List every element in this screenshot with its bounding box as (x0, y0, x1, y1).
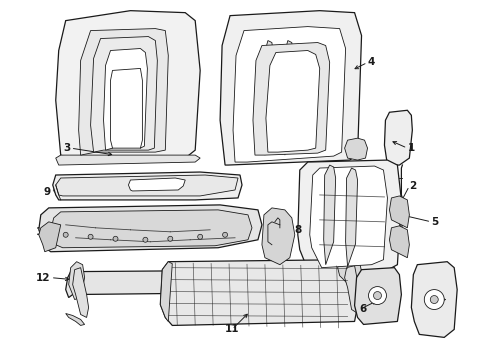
Polygon shape (410, 262, 456, 337)
Polygon shape (323, 165, 335, 265)
Polygon shape (90, 37, 157, 152)
Polygon shape (56, 175, 238, 196)
Polygon shape (233, 27, 345, 162)
Text: 8: 8 (294, 225, 302, 235)
Polygon shape (51, 210, 251, 248)
Circle shape (222, 232, 227, 237)
Polygon shape (160, 262, 172, 321)
Polygon shape (354, 268, 401, 324)
Circle shape (368, 287, 386, 305)
Text: 2: 2 (408, 181, 416, 191)
Polygon shape (282, 41, 293, 155)
Polygon shape (345, 168, 357, 267)
Circle shape (197, 234, 202, 239)
Polygon shape (309, 166, 386, 268)
Text: 11: 11 (224, 324, 239, 334)
Circle shape (142, 237, 147, 242)
Text: 3: 3 (63, 143, 71, 153)
Text: 10: 10 (36, 227, 51, 237)
Text: 6: 6 (359, 305, 366, 315)
Text: 12: 12 (36, 273, 51, 283)
Polygon shape (68, 262, 84, 300)
Polygon shape (73, 268, 88, 318)
Circle shape (113, 236, 118, 241)
Polygon shape (265, 50, 319, 152)
Circle shape (88, 234, 93, 239)
Circle shape (167, 236, 172, 241)
Polygon shape (220, 11, 361, 165)
Polygon shape (53, 172, 242, 200)
Polygon shape (65, 314, 84, 325)
Polygon shape (344, 266, 361, 315)
Polygon shape (128, 178, 185, 191)
Polygon shape (56, 11, 200, 158)
Text: 4: 4 (367, 58, 374, 67)
Polygon shape (39, 222, 61, 252)
Polygon shape (263, 41, 273, 155)
Polygon shape (262, 208, 294, 265)
Polygon shape (388, 196, 408, 228)
Circle shape (424, 289, 443, 310)
Text: 9: 9 (43, 187, 51, 197)
Circle shape (373, 292, 381, 300)
Polygon shape (297, 160, 401, 275)
Polygon shape (103, 49, 147, 150)
Polygon shape (344, 138, 367, 160)
Polygon shape (397, 220, 401, 234)
Circle shape (63, 232, 68, 237)
Circle shape (429, 296, 437, 303)
Polygon shape (160, 260, 361, 325)
Polygon shape (337, 258, 361, 288)
Polygon shape (39, 205, 262, 252)
Text: 1: 1 (407, 143, 414, 153)
Polygon shape (79, 28, 168, 155)
Polygon shape (65, 270, 354, 298)
Polygon shape (384, 110, 411, 165)
Text: 5: 5 (430, 217, 438, 227)
Polygon shape (395, 206, 403, 228)
Text: 7: 7 (430, 294, 438, 305)
Polygon shape (252, 42, 329, 155)
Polygon shape (56, 155, 200, 165)
Polygon shape (388, 226, 408, 258)
